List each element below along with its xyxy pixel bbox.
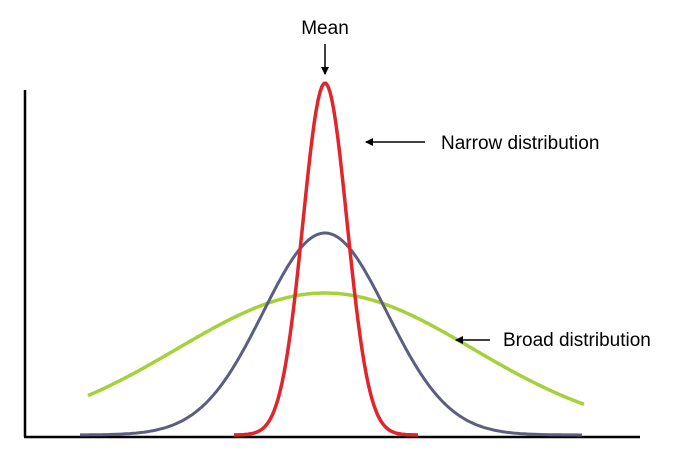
medium-distribution-curve <box>80 231 582 437</box>
narrow-distribution-label: Narrow distribution <box>441 133 599 154</box>
broad-distribution-label: Broad distribution <box>503 330 651 351</box>
narrow-distribution-curve <box>234 81 419 437</box>
mean-label: Mean <box>301 18 349 39</box>
broad-distribution-curve <box>87 291 585 406</box>
